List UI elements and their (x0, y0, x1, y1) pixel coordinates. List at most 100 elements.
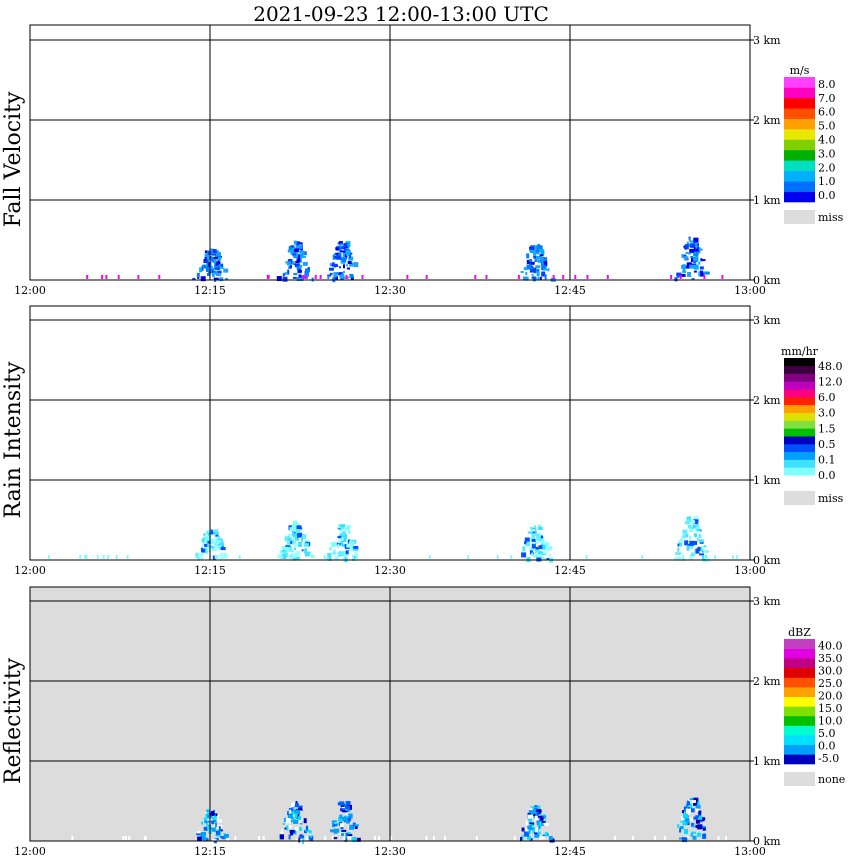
echo-pixel (346, 525, 352, 528)
echo-pixel (212, 258, 217, 263)
surface-speckle (128, 836, 131, 840)
echo-pixel (200, 276, 206, 282)
echo-pixel (524, 541, 527, 545)
echo-pixel (284, 827, 287, 830)
colorbar-swatch (784, 420, 815, 429)
echo-pixel (220, 829, 223, 832)
echo-pixel (535, 805, 541, 810)
echo-pixel (298, 251, 301, 254)
echo-pixel (292, 556, 298, 561)
echo-cell (279, 801, 314, 844)
echo-pixel (524, 537, 530, 543)
y-tick-label: 0 km (753, 835, 781, 848)
echo-pixel (288, 834, 291, 840)
echo-pixel (202, 264, 207, 269)
echo-pixel (341, 544, 347, 547)
surface-speckle (606, 275, 609, 279)
echo-pixel (342, 816, 347, 821)
echo-pixel (291, 246, 295, 249)
echo-pixel (293, 546, 296, 551)
echo-pixel (541, 264, 547, 269)
echo-pixel (694, 533, 697, 538)
colorbar-label: 7.0 (818, 92, 836, 105)
echo-pixel (286, 825, 289, 831)
echo-pixel (342, 531, 347, 534)
echo-pixel (348, 249, 351, 255)
echo-pixel (209, 815, 213, 818)
surface-speckle (736, 555, 739, 559)
echo-pixel (699, 815, 703, 820)
echo-pixel (527, 829, 531, 834)
echo-pixel (295, 801, 298, 806)
echo-pixel (532, 827, 538, 832)
surface-speckle (373, 836, 376, 840)
echo-pixel (539, 816, 544, 821)
y-tick-label: 3 km (753, 34, 781, 47)
echo-pixel (676, 272, 682, 277)
echo-pixel (523, 267, 527, 271)
echo-pixel (345, 820, 350, 824)
echo-pixel (212, 272, 215, 278)
y-tick-label: 2 km (753, 675, 781, 688)
echo-pixel (529, 248, 533, 254)
echo-pixel (347, 834, 353, 837)
echo-pixel (214, 543, 217, 545)
echo-pixel (293, 542, 297, 548)
surface-speckle (361, 275, 364, 279)
colorbar: dBZ 40.035.030.025.020.015.010.05.00.0-5.… (784, 626, 845, 786)
echo-pixel (521, 827, 527, 832)
surface-speckle (304, 275, 307, 279)
colorbar-label: 1.0 (818, 175, 836, 188)
echo-pixel (218, 545, 222, 548)
echo-pixel (534, 549, 540, 552)
colorbar-swatch (784, 381, 815, 390)
echo-pixel (295, 263, 300, 268)
echo-pixel (280, 834, 284, 840)
echo-pixel (345, 812, 348, 816)
echo-pixel (338, 538, 341, 544)
echo-pixel (343, 555, 347, 558)
echo-pixel (292, 530, 294, 536)
echo-pixel (298, 806, 303, 811)
surface-speckle (425, 275, 428, 279)
surface-speckle (86, 275, 89, 279)
echo-pixel (526, 253, 530, 259)
echo-pixel (536, 809, 542, 813)
echo-pixel (337, 242, 340, 245)
echo-pixel (299, 264, 303, 268)
echo-pixel (200, 836, 206, 841)
echo-pixel (681, 837, 687, 843)
echo-pixel (537, 277, 540, 280)
echo-cell (521, 525, 554, 563)
echo-pixel (524, 831, 529, 837)
echo-pixel (215, 813, 218, 817)
echo-pixel (339, 814, 343, 819)
echo-pixel (544, 832, 548, 837)
echo-pixel (698, 812, 702, 818)
echo-pixel (206, 267, 210, 272)
echo-pixel (281, 545, 287, 549)
echo-pixel (299, 835, 305, 839)
echo-pixel (534, 833, 540, 838)
colorbar-swatch (784, 667, 815, 678)
echo-pixel (196, 833, 202, 836)
echo-pixel (293, 532, 299, 537)
echo-pixel (206, 838, 209, 841)
colorbar-swatch (784, 160, 815, 172)
echo-pixel (345, 249, 350, 254)
echo-pixel (682, 535, 687, 539)
y-tick-label: 0 km (753, 274, 781, 287)
surface-speckle (444, 836, 447, 840)
surface-speckle (102, 555, 105, 559)
surface-speckle (262, 836, 265, 840)
surface-speckle (679, 275, 682, 279)
colorbar-label: 15.0 (818, 702, 843, 715)
echo-pixel (692, 250, 697, 254)
echo-pixel (356, 837, 361, 842)
echo-pixel (302, 534, 307, 540)
plot-frame (29, 586, 751, 842)
colorbar-swatch (784, 97, 815, 109)
echo-pixel (337, 551, 341, 557)
echo-pixel (326, 556, 329, 561)
echo-pixel (340, 825, 344, 830)
